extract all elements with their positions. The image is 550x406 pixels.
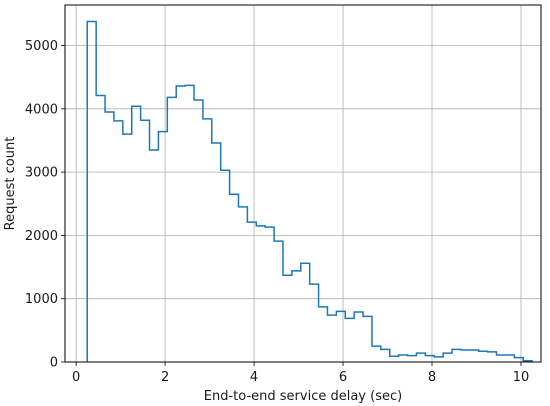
histogram-series	[86, 20, 533, 362]
y-axis-label: Request count	[3, 137, 18, 231]
x-tick-label: 8	[428, 370, 436, 385]
y-axis-ticks: 0 1000 2000 3000 4000 5000	[25, 39, 65, 371]
y-tick-label: 5000	[25, 39, 58, 54]
y-tick-label: 4000	[25, 102, 58, 117]
grid-lines	[65, 5, 541, 363]
x-tick-label: 6	[339, 370, 347, 385]
y-tick-label: 2000	[25, 229, 58, 244]
x-axis-ticks: 0 2 4 6 8 10	[72, 362, 529, 385]
x-tick-label: 0	[72, 370, 80, 385]
x-tick-label: 2	[161, 370, 169, 385]
x-axis-label: End-to-end service delay (sec)	[204, 389, 402, 404]
y-tick-label: 3000	[25, 166, 58, 181]
x-tick-label: 4	[250, 370, 258, 385]
x-tick-label: 10	[513, 370, 530, 385]
y-tick-label: 0	[50, 356, 58, 371]
y-tick-label: 1000	[25, 292, 58, 307]
plot-frame	[64, 4, 542, 363]
